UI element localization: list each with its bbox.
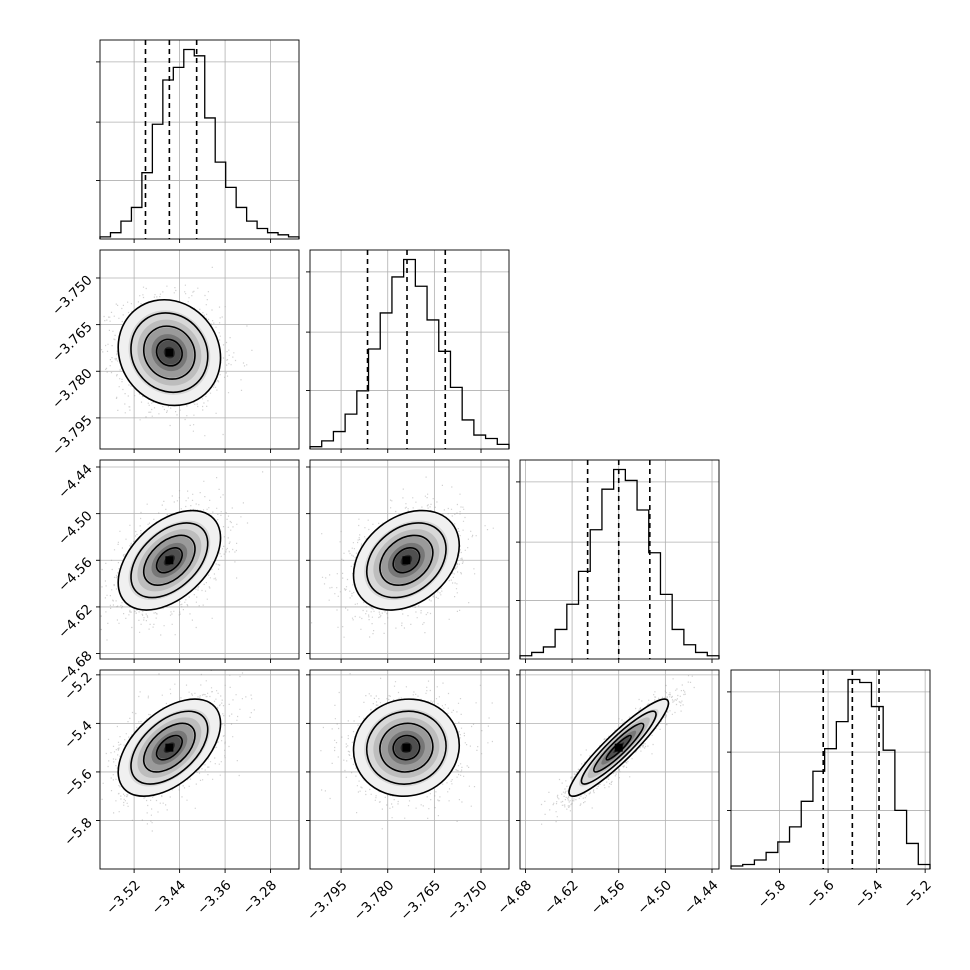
x-tick-label: −4.68 — [494, 877, 535, 918]
x-tick-label: −5.8 — [755, 877, 789, 911]
contour-1 — [593, 722, 645, 773]
contour-0 — [155, 338, 183, 367]
panel-frame — [99, 459, 300, 660]
contour-2 — [580, 710, 657, 785]
contour-3 — [568, 698, 670, 797]
y-tick-label: −3.750 — [49, 272, 96, 319]
histogram-3 — [730, 678, 931, 869]
contour-3 — [352, 509, 461, 611]
y-tick-label: −4.50 — [55, 508, 96, 549]
x-tick-label: −5.2 — [900, 877, 934, 911]
panel-frame — [99, 39, 300, 240]
contour-3 — [352, 698, 461, 797]
x-tick-label: −3.52 — [103, 877, 144, 918]
histogram-0 — [99, 48, 300, 239]
x-tick-label: −3.36 — [194, 877, 235, 918]
x-tick-label: −3.44 — [149, 877, 190, 918]
x-tick-label: −3.795 — [304, 877, 351, 924]
y-tick-label: −3.795 — [49, 412, 96, 459]
contour-2 — [365, 710, 447, 785]
density-peak — [614, 743, 623, 752]
density-peak — [402, 556, 411, 565]
y-tick-label: −3.780 — [49, 366, 96, 413]
scatter-points — [101, 670, 255, 832]
contour-3 — [117, 509, 222, 611]
y-tick-label: −5.8 — [61, 815, 95, 849]
scatter-panel-1-2 — [306, 459, 510, 663]
y-tick-label: −4.56 — [55, 555, 96, 596]
density-peak — [402, 743, 411, 752]
panel-frame — [99, 249, 300, 450]
contour-1 — [142, 325, 196, 380]
x-tick-label: −4.56 — [588, 877, 629, 918]
scatter-panel-1-3 — [306, 669, 510, 873]
hist-panel-1 — [306, 249, 510, 453]
contour-0 — [392, 734, 421, 761]
contour-2 — [130, 522, 209, 599]
x-tick-label: −4.44 — [681, 877, 722, 918]
x-tick-label: −5.4 — [852, 877, 886, 911]
x-tick-label: −3.780 — [351, 877, 398, 924]
panel-frame — [309, 459, 510, 660]
contour-0 — [155, 547, 183, 574]
x-tick-label: −3.765 — [397, 877, 444, 924]
y-tick-label: −4.62 — [55, 601, 96, 642]
x-tick-label: −4.62 — [541, 877, 582, 918]
panel-frame — [730, 669, 931, 870]
contour-1 — [142, 722, 196, 773]
contour-2 — [130, 710, 209, 785]
contour-1 — [379, 722, 434, 773]
panel-frame — [309, 669, 510, 870]
scatter-panel-2-3 — [516, 669, 720, 873]
histogram-1 — [309, 258, 510, 449]
y-tick-label: −3.765 — [49, 319, 96, 366]
contour-3 — [117, 698, 222, 797]
contour-1 — [379, 534, 434, 586]
y-tick-label: −5.4 — [61, 718, 95, 752]
hist-panel-2 — [516, 459, 720, 663]
contour-3 — [117, 298, 222, 407]
x-tick-label: −4.50 — [634, 877, 675, 918]
y-tick-label: −5.6 — [61, 766, 95, 800]
x-tick-label: −3.28 — [240, 877, 281, 918]
density-peak — [165, 743, 174, 752]
contour-1 — [142, 534, 196, 586]
scatter-points — [100, 471, 264, 641]
density-peak — [165, 556, 174, 565]
x-tick-label: −5.6 — [803, 877, 837, 911]
hist-panel-0 — [96, 39, 300, 243]
contour-0 — [155, 734, 183, 761]
panel-frame — [99, 669, 300, 870]
panel-frame — [519, 669, 720, 870]
y-tick-label: −4.44 — [55, 461, 96, 502]
contour-0 — [392, 547, 421, 574]
panel-frame — [309, 249, 510, 450]
panel-frame — [519, 459, 720, 660]
scatter-panel-0-1 — [96, 249, 300, 453]
scatter-panel-0-2 — [96, 459, 300, 663]
hist-panel-3 — [727, 669, 931, 873]
density-peak — [165, 348, 174, 357]
x-tick-label: −3.750 — [444, 877, 491, 924]
contour-2 — [130, 312, 209, 394]
contour-2 — [365, 522, 447, 599]
scatter-panel-0-3 — [96, 669, 300, 873]
